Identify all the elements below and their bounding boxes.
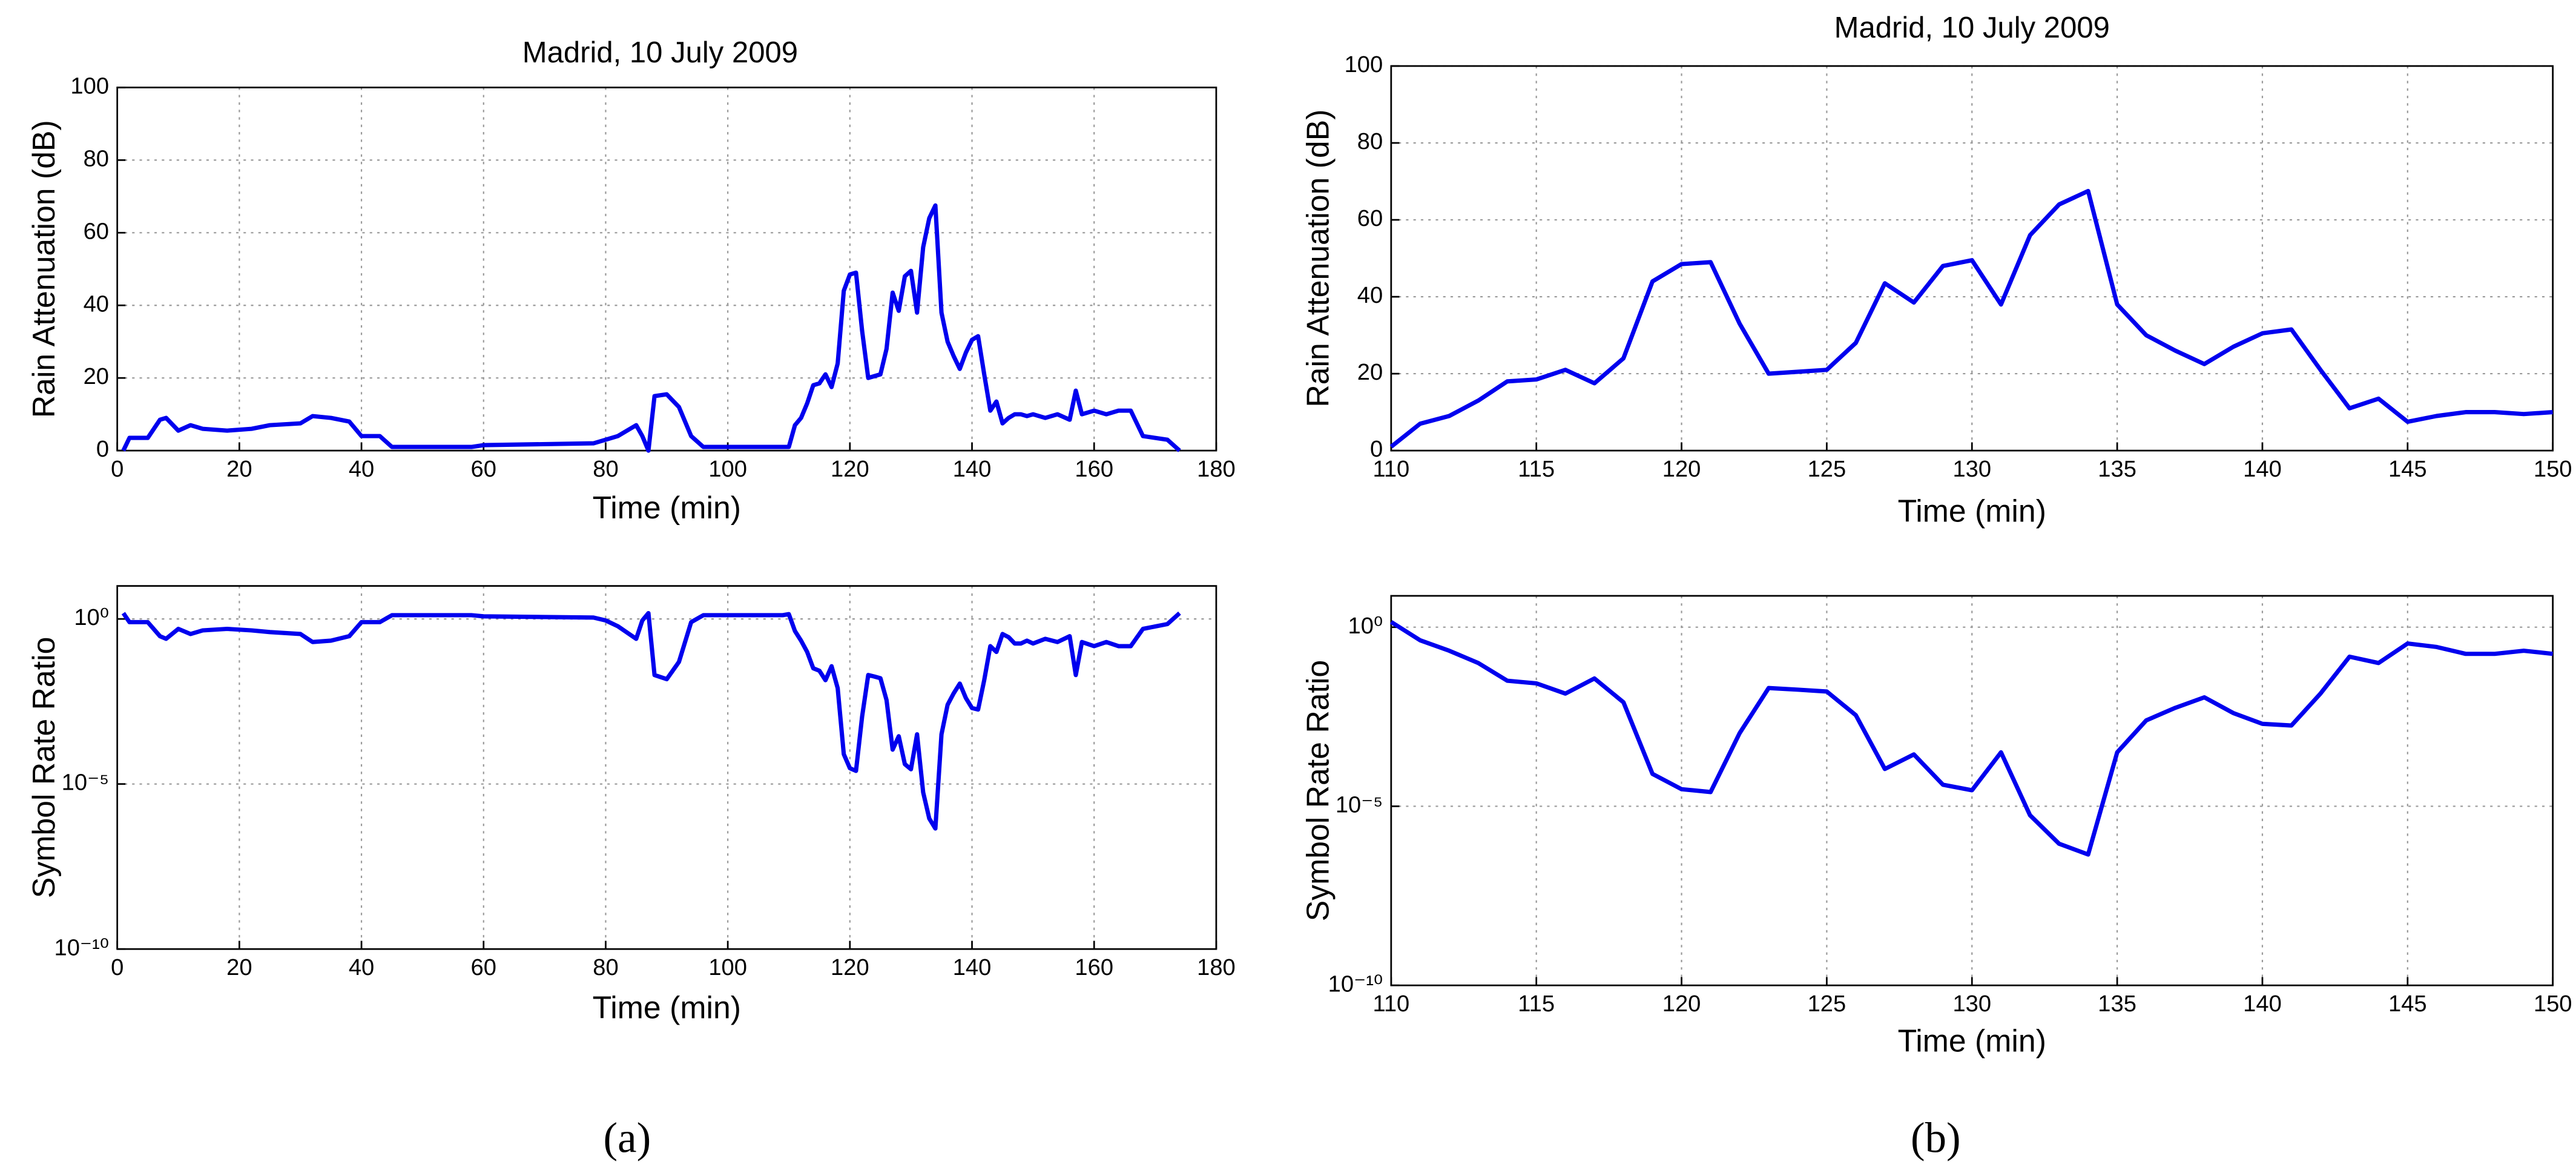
x-tick-label: 135: [2098, 456, 2136, 482]
x-tick-label: 130: [1952, 991, 1991, 1017]
x-tick-label: 120: [831, 456, 869, 482]
y-tick-label: 60: [1357, 205, 1383, 231]
x-tick-label: 145: [2388, 456, 2427, 482]
x-tick-label: 120: [1662, 456, 1701, 482]
data-line: [1389, 620, 2554, 857]
y-axis-label: Rain Attenuation (dB): [26, 120, 61, 418]
y-tick-label: 10⁰: [1348, 613, 1383, 639]
panel-label: (b): [1911, 1114, 1961, 1161]
x-tick-label: 180: [1197, 954, 1236, 980]
x-tick-label: 130: [1952, 456, 1991, 482]
x-tick-label: 180: [1197, 456, 1236, 482]
x-tick-label: 120: [831, 954, 869, 980]
chart-title: Madrid, 10 July 2009: [522, 36, 798, 69]
y-tick-label: 10⁻⁵: [1336, 792, 1383, 818]
x-tick-label: 135: [2098, 991, 2136, 1017]
x-tick-label: 140: [2243, 991, 2282, 1017]
x-axis-label: Time (min): [1898, 493, 2046, 528]
x-axis-label: Time (min): [593, 490, 741, 525]
x-tick-label: 80: [593, 954, 618, 980]
x-tick-label: 110: [1372, 456, 1409, 482]
panel-label: (a): [604, 1114, 651, 1161]
y-tick-label: 10⁻⁵: [62, 770, 109, 796]
plot-frame: [116, 87, 1217, 452]
x-tick-label: 160: [1075, 456, 1113, 482]
y-tick-label: 40: [84, 291, 109, 317]
x-tick-label: 115: [1518, 991, 1555, 1017]
y-tick-label: 40: [1357, 282, 1383, 308]
plot-frame: [116, 585, 1217, 950]
y-axis-label: Symbol Rate Ratio: [1300, 660, 1335, 922]
x-tick-label: 110: [1372, 991, 1409, 1017]
x-tick-label: 140: [953, 954, 992, 980]
x-tick-label: 0: [111, 456, 124, 482]
x-axis-label: Time (min): [1898, 1023, 2046, 1058]
y-tick-label: 100: [1345, 51, 1383, 78]
x-tick-label: 60: [471, 954, 496, 980]
x-tick-label: 115: [1518, 456, 1555, 482]
x-tick-label: 150: [2534, 456, 2572, 482]
y-tick-label: 0: [96, 436, 109, 462]
plot-frame: [1390, 595, 2554, 986]
x-tick-label: 80: [593, 456, 618, 482]
y-tick-label: 20: [84, 363, 109, 389]
x-tick-label: 140: [2243, 456, 2282, 482]
x-tick-label: 20: [226, 954, 252, 980]
y-axis-label: Rain Attenuation (dB): [1300, 110, 1335, 408]
y-tick-label: 10⁻¹⁰: [1328, 971, 1383, 997]
y-tick-label: 10⁰: [74, 604, 109, 630]
x-tick-label: 0: [111, 954, 124, 980]
x-tick-label: 150: [2534, 991, 2572, 1017]
x-tick-label: 125: [1808, 456, 1846, 482]
x-tick-label: 100: [708, 456, 747, 482]
y-tick-label: 80: [1357, 128, 1383, 154]
y-tick-label: 60: [84, 218, 109, 244]
x-tick-label: 125: [1808, 991, 1846, 1017]
y-tick-label: 80: [84, 145, 109, 171]
x-tick-label: 140: [953, 456, 992, 482]
x-tick-label: 60: [471, 456, 496, 482]
x-tick-label: 145: [2388, 991, 2427, 1017]
x-tick-label: 40: [349, 954, 374, 980]
x-tick-label: 40: [349, 456, 374, 482]
x-axis-label: Time (min): [593, 990, 741, 1025]
chart-title: Madrid, 10 July 2009: [1834, 12, 2110, 44]
x-tick-label: 20: [226, 456, 252, 482]
x-tick-label: 160: [1075, 954, 1113, 980]
y-axis-label: Symbol Rate Ratio: [26, 637, 61, 899]
x-tick-label: 120: [1662, 991, 1701, 1017]
y-tick-label: 10⁻¹⁰: [54, 934, 110, 960]
data-line: [1389, 188, 2553, 449]
y-tick-label: 100: [70, 73, 109, 99]
x-tick-label: 100: [708, 954, 747, 980]
y-tick-label: 0: [1370, 436, 1383, 462]
data-line: [121, 203, 1181, 453]
plot-frame: [1390, 65, 2554, 452]
data-line: [121, 610, 1181, 831]
y-tick-label: 20: [1357, 359, 1383, 385]
